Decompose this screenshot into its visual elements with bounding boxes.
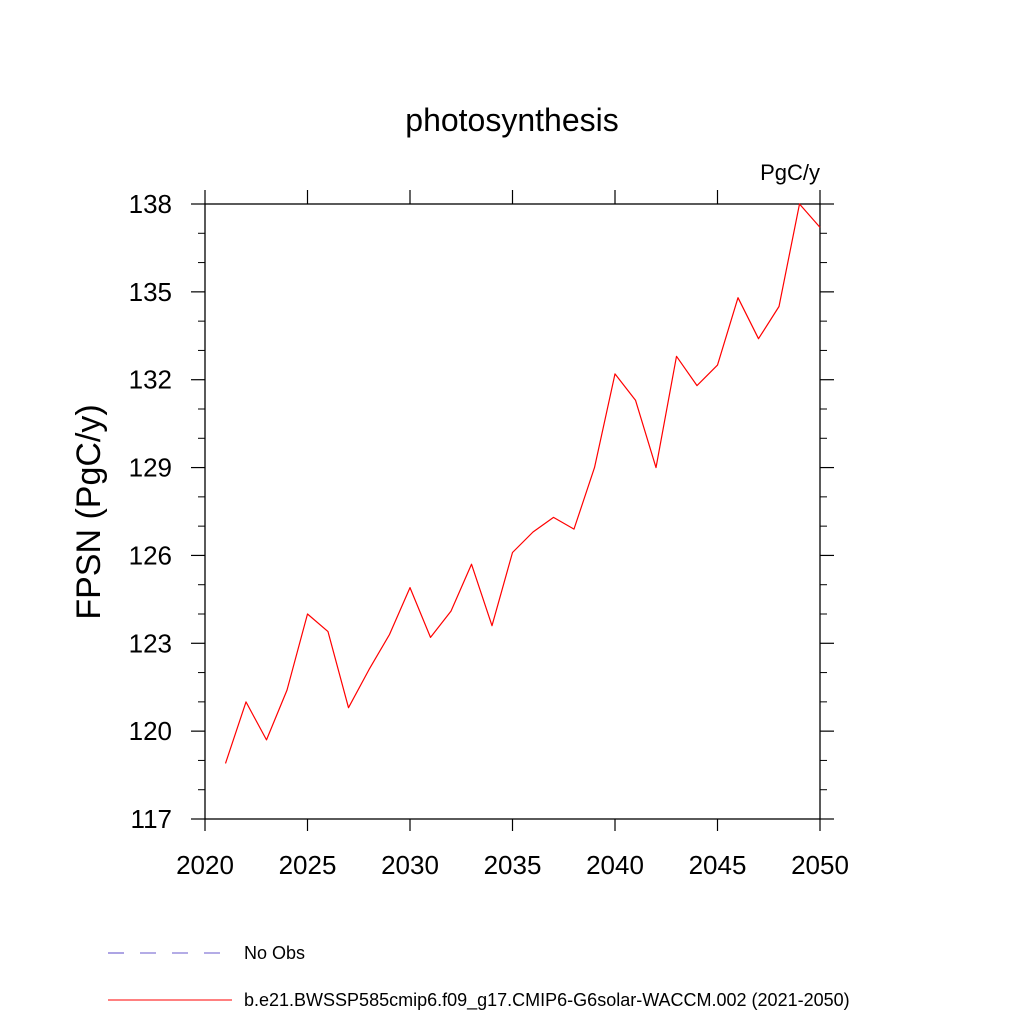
y-tick-label: 138 xyxy=(129,189,172,219)
x-tick-label: 2025 xyxy=(279,850,337,880)
y-axis: 117 120 123 126 129 132 135 138 xyxy=(129,189,834,834)
y-tick-label: 117 xyxy=(131,804,172,834)
x-tick-label: 2035 xyxy=(484,850,542,880)
chart-title: photosynthesis xyxy=(405,102,618,138)
y-tick-label: 123 xyxy=(129,628,172,658)
y-axis-label: FPSN (PgC/y) xyxy=(70,404,108,619)
series-line xyxy=(224,203,821,764)
x-axis: 2020 2025 2030 2035 2040 2045 2050 xyxy=(176,190,849,880)
y-tick-label: 120 xyxy=(129,716,172,746)
series-layer xyxy=(224,203,821,764)
x-tick-label: 2050 xyxy=(791,850,849,880)
x-tick-label: 2045 xyxy=(689,850,747,880)
legend-label: b.e21.BWSSP585cmip6.f09_g17.CMIP6-G6sola… xyxy=(244,990,850,1011)
y-tick-label: 129 xyxy=(129,453,172,483)
y-tick-label: 135 xyxy=(129,277,172,307)
units-label: PgC/y xyxy=(760,160,820,185)
legend: No Obs b.e21.BWSSP585cmip6.f09_g17.CMIP6-… xyxy=(108,943,850,1011)
y-tick-label: 126 xyxy=(129,540,172,570)
x-tick-label: 2040 xyxy=(586,850,644,880)
x-tick-label: 2030 xyxy=(381,850,439,880)
plot-frame xyxy=(204,203,821,820)
x-tick-label: 2020 xyxy=(176,850,234,880)
legend-label: No Obs xyxy=(244,943,305,963)
y-tick-label: 132 xyxy=(129,365,172,395)
